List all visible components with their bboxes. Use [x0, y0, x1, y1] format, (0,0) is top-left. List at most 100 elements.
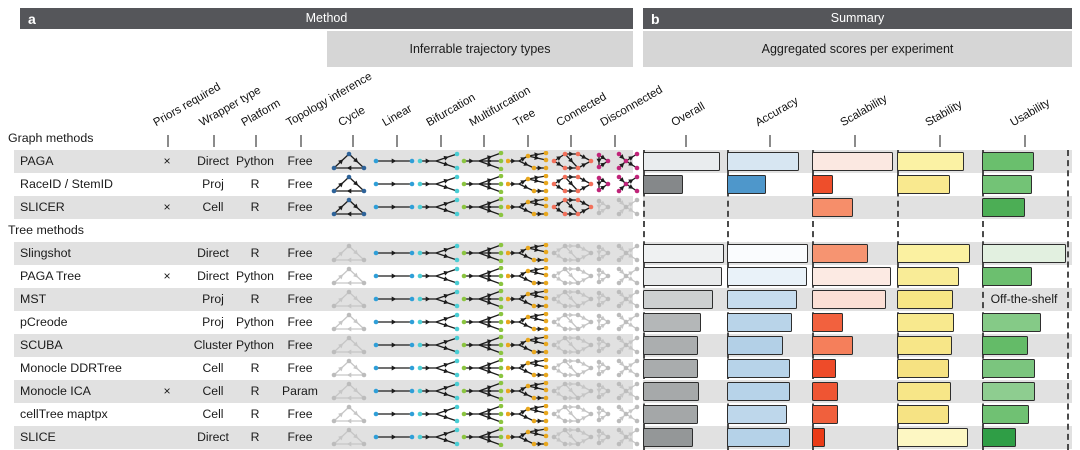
score-bar-usability [982, 313, 1041, 332]
column-tick-scalability [854, 135, 856, 147]
trajectory-icon-tree [505, 265, 550, 287]
trajectory-icon-connected [551, 266, 595, 287]
column-label-disconnected: Disconnected [598, 83, 665, 130]
section-row: Graph methods [0, 127, 1080, 150]
topology-inference-value: Free [287, 407, 313, 421]
trajectory-icon-multifurcation [461, 242, 505, 264]
trajectory-icon-linear [372, 266, 416, 287]
method-name: Monocle ICA [20, 384, 91, 398]
wrapper-type-value: Cell [202, 384, 224, 398]
score-bar-scalability [812, 359, 836, 378]
topology-inference-value: Free [287, 246, 313, 260]
trajectory-icon-tree [505, 288, 550, 310]
trajectory-icon-multifurcation [461, 150, 505, 172]
trajectory-icon-multifurcation [461, 311, 505, 333]
trajectory-icon-bifurcation [417, 404, 461, 425]
trajectory-icon-bifurcation [417, 243, 461, 264]
platform-value: Python [236, 338, 274, 352]
platform-value: Python [236, 269, 274, 283]
trajectory-icon-linear [372, 404, 416, 425]
score-bar-overall [643, 405, 698, 424]
score-bar-scalability [812, 198, 853, 217]
trajectory-icon-bifurcation [417, 266, 461, 287]
trajectory-icon-disconnected [596, 335, 640, 356]
platform-value: R [250, 407, 260, 421]
section-label: Graph methods [8, 131, 94, 145]
trajectory-icon-tree [505, 380, 550, 402]
trajectory-icon-cycle [327, 266, 371, 287]
trajectory-icon-disconnected [596, 381, 640, 402]
score-bar-scalability [812, 313, 843, 332]
score-bar-scalability [812, 290, 886, 309]
trajectory-icon-tree [505, 334, 550, 356]
trajectory-icon-bifurcation [417, 197, 461, 218]
score-bar-accuracy [727, 405, 787, 424]
score-bar-stability [897, 428, 968, 447]
column-label-accuracy: Accuracy [753, 95, 801, 130]
trajectory-icon-cycle [327, 197, 371, 218]
trajectory-icon-tree [505, 150, 550, 172]
trajectory-icon-connected [551, 151, 595, 172]
score-bar-overall [643, 267, 722, 286]
trajectory-icon-bifurcation [417, 312, 461, 333]
score-bar-scalability [812, 267, 891, 286]
trajectory-icon-connected [551, 312, 595, 333]
score-bar-accuracy [727, 336, 783, 355]
priors-required-value: × [163, 384, 171, 398]
platform-value: R [250, 430, 260, 444]
trajectory-icon-disconnected [596, 151, 640, 172]
platform-value: R [250, 384, 260, 398]
score-bar-usability [982, 198, 1025, 217]
score-bar-stability [897, 382, 951, 401]
score-bar-scalability [812, 244, 868, 263]
wrapper-type-value: Proj [202, 177, 224, 191]
trajectory-icon-connected [551, 289, 595, 310]
trajectory-icon-cycle [327, 335, 371, 356]
score-bar-accuracy [727, 290, 797, 309]
trajectory-icon-linear [372, 427, 416, 448]
score-bar-accuracy [727, 267, 807, 286]
column-label-topology-inference: Topology inference [284, 70, 375, 130]
trajectory-icon-connected [551, 427, 595, 448]
trajectory-icon-connected [551, 243, 595, 264]
score-bar-usability [982, 267, 1032, 286]
priors-required-value: × [163, 269, 171, 283]
method-row: pCreode Proj Python Free [0, 311, 1080, 334]
off-the-shelf-label: Off-the-shelf [990, 292, 1058, 306]
score-bar-overall [643, 313, 701, 332]
panel-a-subheader-label: Inferrable trajectory types [409, 42, 551, 56]
trajectory-icon-disconnected [596, 266, 640, 287]
method-row: PAGA Tree × Direct Python Free [0, 265, 1080, 288]
trajectory-icon-bifurcation [417, 358, 461, 379]
trajectory-icon-multifurcation [461, 403, 505, 425]
column-label-usability: Usability [1008, 97, 1053, 130]
trajectory-icon-disconnected [596, 427, 640, 448]
score-bar-overall [643, 359, 698, 378]
topology-inference-value: Free [287, 338, 313, 352]
trajectory-icon-cycle [327, 174, 371, 195]
score-bar-scalability [812, 175, 833, 194]
trajectory-icon-tree [505, 242, 550, 264]
score-bar-scalability [812, 382, 838, 401]
method-row: SCUBA Cluster Python Free [0, 334, 1080, 357]
score-bar-scalability [812, 405, 838, 424]
trajectory-icon-bifurcation [417, 335, 461, 356]
priors-required-value: × [163, 200, 171, 214]
trajectory-icon-cycle [327, 427, 371, 448]
trajectory-icon-linear [372, 243, 416, 264]
column-label-linear: Linear [380, 102, 415, 130]
row-band-method [14, 196, 633, 219]
score-bar-scalability [812, 428, 825, 447]
score-bar-usability [982, 336, 1028, 355]
trajectory-icon-linear [372, 312, 416, 333]
topology-inference-value: Free [287, 200, 313, 214]
trajectory-icon-connected [551, 174, 595, 195]
score-bar-overall [643, 175, 683, 194]
topology-inference-value: Free [287, 292, 313, 306]
topology-inference-value: Param [282, 384, 318, 398]
score-bar-accuracy [727, 175, 766, 194]
trajectory-icon-multifurcation [461, 380, 505, 402]
column-tick-overall [685, 135, 687, 147]
trajectory-icon-connected [551, 381, 595, 402]
